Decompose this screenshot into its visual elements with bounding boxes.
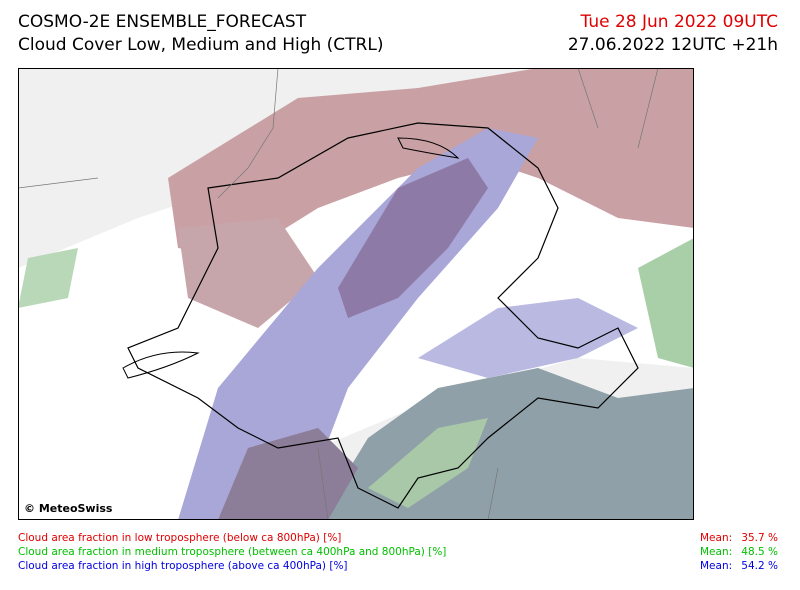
mean-value: 54.2 % — [741, 560, 778, 572]
border-line — [18, 68, 659, 520]
legend-mean: Mean: 35.7 % — [700, 532, 778, 544]
low-cloud — [178, 218, 318, 328]
mean-label: Mean: — [700, 532, 733, 544]
mean-label: Mean: — [700, 546, 733, 558]
mid-cloud — [638, 238, 694, 368]
high-cloud — [418, 298, 638, 378]
mid-cloud — [368, 418, 488, 508]
mean-label: Mean: — [700, 560, 733, 572]
credit: © MeteoSwiss — [24, 502, 113, 515]
subtitle: Cloud Cover Low, Medium and High (CTRL) — [18, 35, 384, 55]
legend-label: Cloud area fraction in high troposphere … — [18, 560, 348, 572]
valid-time: Tue 28 Jun 2022 09UTC — [580, 12, 778, 32]
map: © MeteoSwiss — [18, 68, 694, 520]
legend-label: Cloud area fraction in medium tropospher… — [18, 546, 447, 558]
mean-value: 48.5 % — [741, 546, 778, 558]
mixed-cloud — [338, 158, 488, 318]
map-frame — [18, 68, 694, 520]
legend-label: Cloud area fraction in low troposphere (… — [18, 532, 342, 544]
lake — [122, 137, 460, 379]
title: COSMO-2E ENSEMBLE_FORECAST — [18, 12, 307, 32]
mixed-cloud — [218, 428, 358, 520]
country-border — [127, 122, 639, 509]
legend-mean: Mean: 48.5 % — [700, 546, 778, 558]
mean-value: 35.7 % — [741, 532, 778, 544]
mid-cloud — [18, 248, 78, 308]
run-time: 27.06.2022 12UTC +21h — [567, 35, 778, 55]
legend-mean: Mean: 54.2 % — [700, 560, 778, 572]
